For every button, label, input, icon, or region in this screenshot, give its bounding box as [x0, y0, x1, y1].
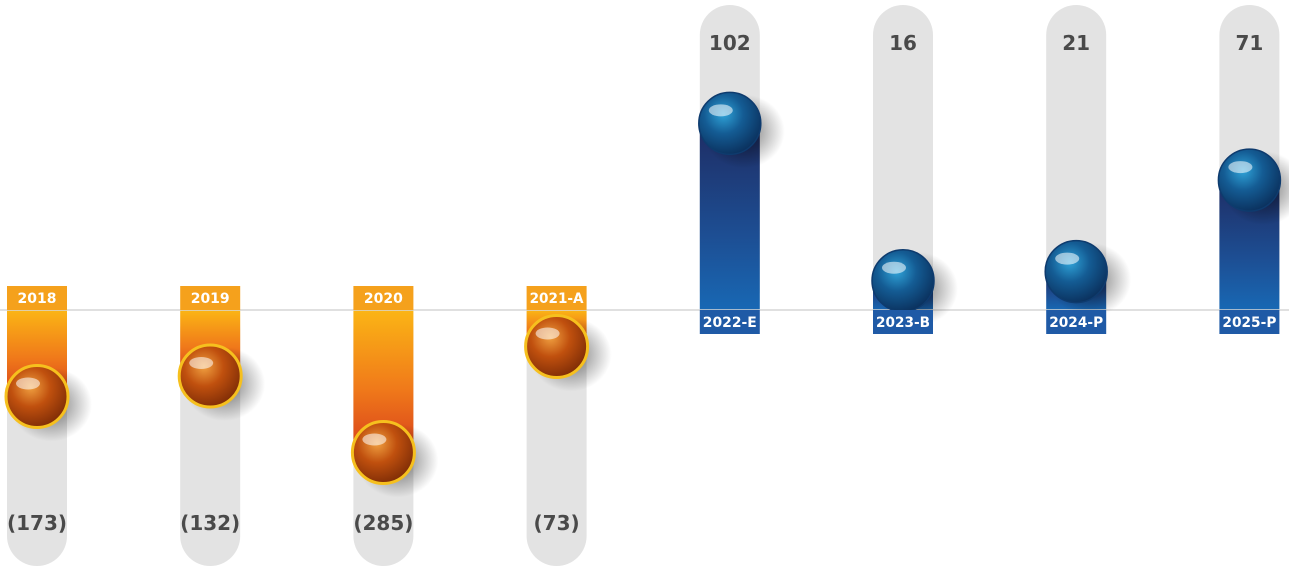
- bar-end-ball: [698, 91, 762, 156]
- category-label: 2025-P: [1222, 315, 1276, 331]
- category-label: 2023-B: [876, 315, 930, 331]
- bar-end-ball: [177, 343, 243, 409]
- category-label: 2021-A: [530, 291, 584, 307]
- bar-end-ball: [1217, 148, 1282, 212]
- bar-track: [873, 5, 933, 320]
- category-tag: [353, 286, 414, 310]
- ball-highlight: [882, 261, 906, 274]
- bar-end-ball: [871, 248, 935, 313]
- value-label: (173): [7, 511, 67, 535]
- category-label: 2019: [191, 291, 230, 307]
- bar-end-ball: [350, 420, 416, 485]
- category-tag: [1219, 310, 1280, 334]
- category-tag: [180, 286, 241, 310]
- value-label: 21: [1062, 31, 1090, 55]
- ball-highlight: [189, 357, 214, 369]
- bar-end-ball: [4, 364, 70, 429]
- category-label: 2018: [18, 291, 57, 307]
- value-label: 102: [709, 31, 751, 55]
- category-tag: [1046, 310, 1107, 334]
- value-label: (73): [534, 511, 580, 535]
- category-label: 2022-E: [703, 315, 757, 331]
- value-label: 71: [1235, 31, 1263, 55]
- category-tag: [526, 286, 587, 310]
- ball-highlight: [362, 433, 387, 446]
- category-tag: [7, 286, 67, 310]
- ball-highlight: [708, 104, 733, 117]
- value-label: (285): [353, 511, 413, 535]
- category-label: 2024-P: [1049, 315, 1103, 331]
- ball-highlight: [16, 377, 40, 390]
- bar-end-ball: [524, 314, 590, 379]
- value-label: (132): [180, 511, 240, 535]
- ball-highlight: [535, 327, 560, 340]
- bar-track: [1046, 5, 1107, 320]
- value-label: 16: [889, 31, 917, 55]
- category-tag: [873, 310, 933, 334]
- ball-highlight: [1228, 161, 1253, 174]
- ball-highlight: [1055, 252, 1080, 265]
- category-label: 2020: [364, 291, 403, 307]
- category-tag: [699, 310, 760, 334]
- bar-end-ball: [1044, 239, 1108, 304]
